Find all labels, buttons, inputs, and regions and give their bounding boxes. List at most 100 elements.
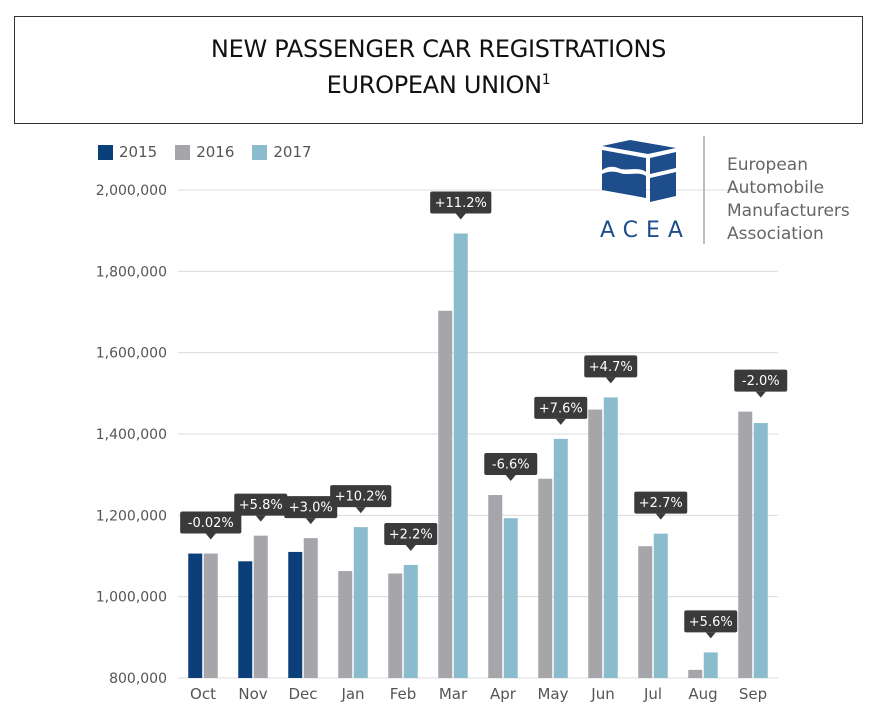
bar-2016-jun: [588, 409, 603, 678]
change-label-box: [634, 491, 688, 514]
bar-2016-feb: [388, 573, 403, 678]
change-label: -2.0%: [742, 374, 780, 389]
change-label: +11.2%: [435, 196, 487, 211]
change-label-box: [384, 522, 438, 545]
bar-2016-dec: [303, 538, 318, 678]
x-tick-label: May: [537, 685, 568, 703]
y-tick-label: 1,800,000: [96, 264, 167, 280]
bar-2017-jun: [603, 397, 618, 678]
bar-2015-dec: [288, 551, 303, 678]
bar-2016-may: [538, 478, 553, 678]
change-label-pointer: [505, 475, 516, 481]
legend-item-2016: 2016: [175, 143, 234, 161]
title-footnote-marker: 1: [541, 72, 551, 88]
change-label-box: [234, 493, 288, 516]
legend-label-2016: 2016: [196, 143, 235, 161]
bar-2016-oct: [203, 553, 218, 678]
bar-2017-feb: [403, 564, 418, 678]
change-label-box: [180, 511, 242, 534]
bar-2016-apr: [488, 495, 503, 678]
x-tick-label: Dec: [288, 685, 317, 703]
acea-name-line: Association: [727, 224, 824, 244]
change-label-pointer: [205, 533, 216, 540]
x-tick-label: Sep: [739, 685, 767, 703]
bar-2016-jan: [338, 571, 353, 678]
acea-name-line: Manufacturers: [727, 201, 850, 221]
x-tick-label: Nov: [238, 685, 267, 703]
change-label-pointer: [605, 377, 616, 384]
x-tick-label: Mar: [439, 685, 468, 703]
change-label: +2.7%: [639, 496, 683, 511]
title-line-1: NEW PASSENGER CAR REGISTRATIONS: [210, 35, 667, 63]
bar-2016-aug: [688, 669, 703, 678]
y-tick-label: 1,200,000: [96, 508, 167, 524]
change-label-pointer: [705, 632, 716, 639]
change-label: -0.02%: [188, 516, 234, 531]
change-label-pointer: [555, 418, 566, 425]
change-label-box: [484, 453, 538, 475]
x-tick-label: Jan: [340, 685, 364, 703]
bar-2017-mar: [453, 233, 468, 678]
legend-swatch-2016: [175, 144, 191, 160]
chart-legend: 2015 2016 2017: [98, 143, 312, 161]
change-label: +5.8%: [239, 498, 283, 513]
change-label-pointer: [255, 515, 266, 522]
change-label-box: [330, 485, 392, 508]
acea-full-name: European Automobile Manufacturers Associ…: [727, 154, 850, 246]
x-tick-label: Aug: [688, 685, 717, 703]
bar-2017-jul: [653, 533, 668, 678]
y-tick-label: 2,000,000: [96, 183, 167, 199]
acea-acronym: ACEA: [600, 218, 691, 243]
change-label-box: [734, 369, 788, 392]
bar-2017-jan: [353, 527, 368, 678]
logo-divider: [703, 136, 705, 244]
change-label-pointer: [355, 507, 366, 514]
bar-2016-sep: [738, 411, 753, 678]
legend-label-2017: 2017: [273, 143, 312, 161]
x-tick-label: Jun: [590, 685, 614, 703]
change-label-box: [534, 396, 588, 419]
legend-swatch-2017: [252, 144, 268, 160]
change-label-box: [684, 610, 738, 633]
change-label: +10.2%: [335, 490, 387, 505]
bar-2017-sep: [753, 423, 768, 678]
legend-item-2015: 2015: [98, 143, 157, 161]
bar-2015-nov: [238, 561, 253, 678]
x-tick-label: Feb: [390, 685, 417, 703]
change-label: -6.6%: [492, 458, 530, 473]
x-tick-label: Oct: [190, 685, 216, 703]
y-tick-label: 1,400,000: [96, 427, 167, 443]
legend-label-2015: 2015: [119, 143, 158, 161]
legend-swatch-2015: [98, 144, 113, 160]
bar-2017-aug: [703, 652, 718, 678]
x-tick-label: Jul: [643, 685, 662, 703]
chart-title-box: NEW PASSENGER CAR REGISTRATIONS EUROPEAN…: [14, 16, 863, 124]
y-tick-label: 1,000,000: [96, 590, 167, 606]
acea-name-line: European: [727, 155, 808, 175]
bar-2015-oct: [188, 553, 203, 678]
change-label: +3.0%: [289, 501, 333, 516]
bar-2017-apr: [503, 518, 518, 678]
bar-2017-may: [553, 438, 568, 678]
change-label-pointer: [755, 391, 766, 398]
change-label-pointer: [655, 513, 666, 520]
legend-item-2017: 2017: [252, 143, 312, 161]
title-line-2-text: EUROPEAN UNION: [326, 71, 542, 99]
bar-2016-mar: [438, 310, 453, 678]
acea-logo: ACEA European Automobile Manufacturers A…: [596, 134, 866, 249]
change-label-pointer: [405, 544, 416, 551]
x-tick-label: Apr: [490, 685, 517, 703]
change-label-box: [430, 191, 492, 214]
change-label: +5.6%: [689, 615, 733, 630]
title-line-2: EUROPEAN UNION1: [15, 67, 862, 103]
acea-name-line: Automobile: [727, 178, 825, 198]
change-label-box: [284, 496, 338, 519]
change-label: +7.6%: [539, 401, 583, 416]
change-label: +2.2%: [389, 527, 433, 542]
change-label-pointer: [455, 213, 466, 220]
acea-cube-icon: [602, 140, 676, 202]
bar-2016-nov: [253, 535, 268, 678]
change-label: +4.7%: [589, 360, 633, 375]
y-tick-label: 1,600,000: [96, 346, 167, 362]
